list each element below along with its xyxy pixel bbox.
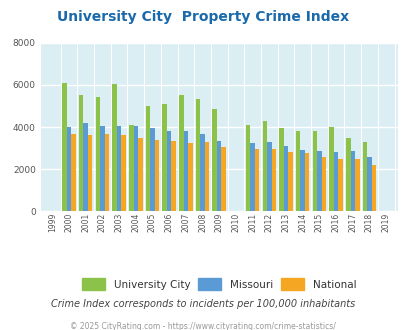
Bar xyxy=(166,131,171,211)
Bar xyxy=(117,126,121,211)
Bar xyxy=(195,99,200,211)
Bar xyxy=(212,109,216,211)
Bar xyxy=(138,138,142,211)
Bar xyxy=(188,143,192,211)
Bar xyxy=(100,126,104,211)
Bar xyxy=(171,141,175,211)
Bar xyxy=(288,152,292,211)
Bar xyxy=(304,153,309,211)
Bar xyxy=(216,141,221,211)
Bar xyxy=(204,142,209,211)
Bar xyxy=(71,134,76,211)
Bar xyxy=(66,127,71,211)
Text: © 2025 CityRating.com - https://www.cityrating.com/crime-statistics/: © 2025 CityRating.com - https://www.city… xyxy=(70,322,335,330)
Bar xyxy=(162,104,166,211)
Text: Crime Index corresponds to incidents per 100,000 inhabitants: Crime Index corresponds to incidents per… xyxy=(51,299,354,309)
Bar xyxy=(333,152,337,211)
Bar xyxy=(337,159,342,211)
Bar xyxy=(154,140,159,211)
Bar xyxy=(145,106,150,211)
Bar xyxy=(279,128,283,211)
Bar xyxy=(79,95,83,211)
Bar xyxy=(321,156,325,211)
Bar xyxy=(250,143,254,211)
Bar xyxy=(283,146,288,211)
Bar xyxy=(129,125,133,211)
Bar xyxy=(367,156,371,211)
Bar xyxy=(121,135,126,211)
Bar xyxy=(83,123,88,211)
Bar xyxy=(254,149,259,211)
Bar xyxy=(133,126,138,211)
Legend: University City, Missouri, National: University City, Missouri, National xyxy=(79,275,358,293)
Bar xyxy=(95,97,100,211)
Bar xyxy=(350,151,354,211)
Bar xyxy=(345,138,350,211)
Bar xyxy=(179,95,183,211)
Bar xyxy=(245,125,250,211)
Bar xyxy=(328,127,333,211)
Bar xyxy=(221,147,226,211)
Bar xyxy=(316,151,321,211)
Bar xyxy=(88,135,92,211)
Bar xyxy=(183,131,188,211)
Bar xyxy=(362,142,367,211)
Bar xyxy=(354,159,359,211)
Bar xyxy=(150,128,154,211)
Bar xyxy=(295,131,300,211)
Bar xyxy=(271,149,275,211)
Bar xyxy=(300,150,304,211)
Bar xyxy=(104,134,109,211)
Bar xyxy=(62,83,66,211)
Bar xyxy=(200,134,204,211)
Text: University City  Property Crime Index: University City Property Crime Index xyxy=(57,10,348,24)
Bar xyxy=(371,165,375,211)
Bar xyxy=(266,142,271,211)
Bar xyxy=(312,131,316,211)
Bar xyxy=(262,121,266,211)
Bar xyxy=(112,84,117,211)
